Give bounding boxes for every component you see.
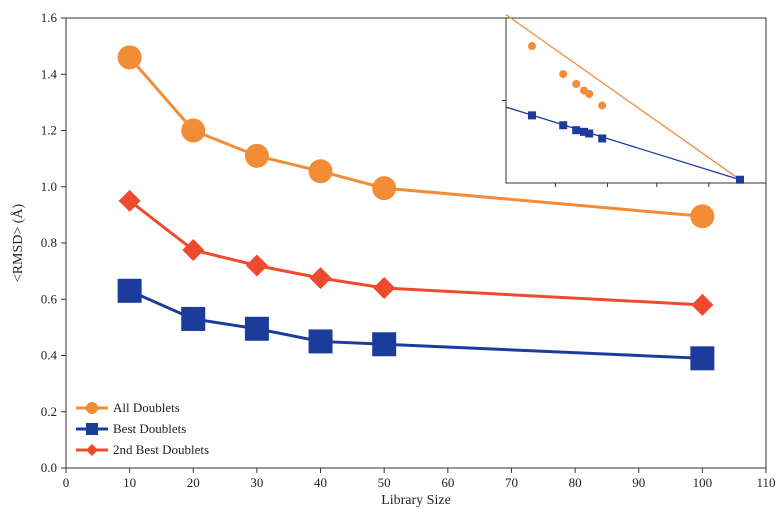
x-tick-label: 110 <box>756 475 775 490</box>
data-point-all-doublets <box>244 143 269 168</box>
x-tick-label: 80 <box>569 475 582 490</box>
data-point-all-doublets <box>372 176 397 201</box>
inset-data-point <box>528 111 536 120</box>
x-tick-label: 50 <box>378 475 391 490</box>
data-point-2nd-best-doublets <box>309 267 332 290</box>
inset-plot <box>502 14 767 187</box>
inset-data-point <box>572 80 581 88</box>
y-tick-label: 0.6 <box>41 291 58 306</box>
x-tick-label: 20 <box>187 475 200 490</box>
inset-data-point <box>572 126 581 135</box>
data-point-all-doublets <box>181 118 206 143</box>
axes: 0 10 20 30 40 50 60 70 80 90 100 110 0.0 0.2 0.4 0.6 0.8… <box>41 10 776 490</box>
inset-data-point <box>580 127 588 136</box>
data-point-best-doublets <box>181 306 206 331</box>
x-tick-label: 0 <box>63 475 70 490</box>
x-tick-label: 90 <box>632 475 645 490</box>
legend-marker-2nd-best-doublets <box>86 444 98 456</box>
x-tick-label: 60 <box>441 475 454 490</box>
inset-data-point <box>736 175 744 184</box>
x-tick-label: 40 <box>314 475 327 490</box>
inset-data-point <box>585 89 594 98</box>
y-tick-label: 1.0 <box>41 179 57 194</box>
series-line-all-doublets <box>128 56 703 218</box>
legend-marker-all-doublets <box>86 402 98 414</box>
legend-marker-best-doublets <box>86 423 98 435</box>
data-point-best-doublets <box>308 329 333 354</box>
y-tick-label: 0.4 <box>41 348 58 363</box>
data-point-2nd-best-doublets <box>245 254 268 277</box>
inset-data-point <box>598 134 607 143</box>
inset-fit-line <box>505 106 741 181</box>
data-point-all-doublets <box>117 45 142 70</box>
data-point-best-doublets <box>690 346 715 371</box>
legend-label-2nd-best-doublets: 2nd Best Doublets <box>113 442 209 457</box>
data-point-2nd-best-doublets <box>118 189 141 212</box>
x-tick-label: 70 <box>505 475 518 490</box>
plot-area <box>117 45 715 371</box>
data-point-2nd-best-doublets <box>182 239 205 262</box>
x-axis-label: Library Size <box>381 493 451 508</box>
inset-data-point <box>559 121 568 130</box>
data-point-all-doublets <box>690 204 715 229</box>
legend-label-all-doublets: All Doublets <box>113 400 180 415</box>
data-point-all-doublets <box>308 159 333 184</box>
inset-data-point <box>528 42 536 51</box>
x-tick-label: 10 <box>123 475 136 490</box>
inset-data-point <box>598 101 607 110</box>
y-tick-label: 0.0 <box>41 460 57 475</box>
inset-data-point <box>585 129 594 138</box>
x-tick-label: 30 <box>250 475 263 490</box>
data-point-2nd-best-doublets <box>691 293 714 316</box>
y-axis-label: <RMSD> (Å) <box>10 203 26 282</box>
inset-fit-line <box>505 14 741 181</box>
data-point-best-doublets <box>372 332 397 357</box>
data-point-best-doublets <box>117 278 142 303</box>
y-tick-label: 1.4 <box>41 66 58 81</box>
series-line-2nd-best-doublets <box>128 199 703 307</box>
x-tick-label: 100 <box>693 475 713 490</box>
data-point-2nd-best-doublets <box>373 277 396 299</box>
y-tick-label: 0.8 <box>41 235 57 250</box>
y-tick-label: 1.2 <box>41 123 57 138</box>
inset-data-point <box>559 70 568 79</box>
data-point-best-doublets <box>244 316 269 341</box>
legend-label-best-doublets: Best Doublets <box>113 421 186 436</box>
legend: All Doublets Best Doublets 2nd Best Double… <box>76 400 209 457</box>
y-tick-label: 0.2 <box>41 404 57 419</box>
y-tick-label: 1.6 <box>41 10 58 25</box>
